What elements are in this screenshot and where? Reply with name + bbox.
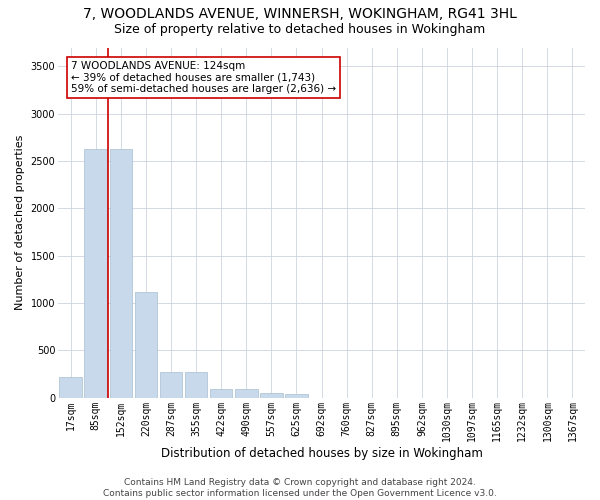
Bar [59, 377, 82, 398]
Bar [260, 393, 283, 398]
Bar [210, 388, 232, 398]
Text: 7 WOODLANDS AVENUE: 124sqm
← 39% of detached houses are smaller (1,743)
59% of s: 7 WOODLANDS AVENUE: 124sqm ← 39% of deta… [71, 60, 336, 94]
Bar [85, 148, 107, 398]
Bar [235, 389, 257, 398]
Bar [134, 292, 157, 398]
Bar [110, 148, 132, 398]
Text: Size of property relative to detached houses in Wokingham: Size of property relative to detached ho… [115, 22, 485, 36]
Y-axis label: Number of detached properties: Number of detached properties [15, 135, 25, 310]
Text: Contains HM Land Registry data © Crown copyright and database right 2024.
Contai: Contains HM Land Registry data © Crown c… [103, 478, 497, 498]
Text: 7, WOODLANDS AVENUE, WINNERSH, WOKINGHAM, RG41 3HL: 7, WOODLANDS AVENUE, WINNERSH, WOKINGHAM… [83, 8, 517, 22]
Bar [160, 372, 182, 398]
Bar [185, 372, 208, 398]
Bar [285, 394, 308, 398]
X-axis label: Distribution of detached houses by size in Wokingham: Distribution of detached houses by size … [161, 447, 482, 460]
